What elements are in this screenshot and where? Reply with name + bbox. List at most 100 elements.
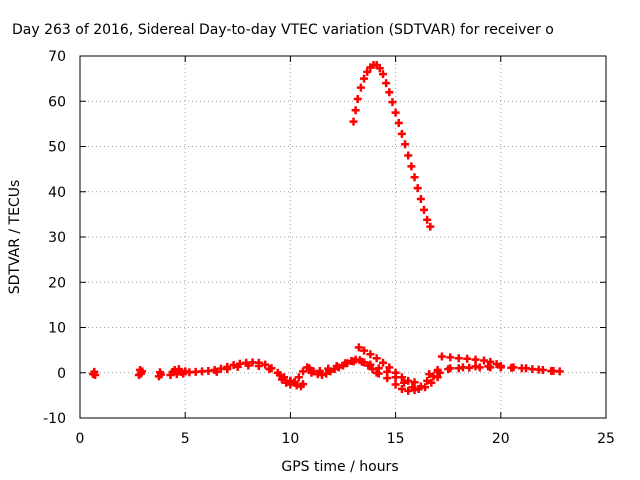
x-axis-label: GPS time / hours <box>281 459 398 475</box>
y-tick-label: 10 <box>48 321 66 337</box>
data-point <box>458 363 467 372</box>
data-point <box>463 354 472 363</box>
data-points <box>89 61 564 395</box>
data-point <box>290 378 299 387</box>
data-point <box>407 162 416 171</box>
x-tick-label: 20 <box>492 431 510 447</box>
y-tick-label: 0 <box>57 366 66 382</box>
data-point <box>349 117 358 126</box>
data-point <box>349 357 358 366</box>
plot-frame <box>79 55 607 419</box>
data-point <box>509 363 518 372</box>
data-point <box>547 366 556 375</box>
data-point <box>471 355 480 364</box>
data-point <box>410 378 419 387</box>
data-point <box>353 94 362 103</box>
data-point <box>522 364 531 373</box>
data-point <box>484 362 493 371</box>
data-point <box>391 108 400 117</box>
data-point <box>244 361 253 370</box>
data-point <box>360 346 369 355</box>
data-point <box>427 378 436 387</box>
data-point <box>420 205 429 214</box>
data-point <box>446 353 455 362</box>
data-point <box>341 359 350 368</box>
data-point <box>397 373 406 382</box>
data-point <box>265 365 274 374</box>
data-point <box>446 364 455 373</box>
y-tick-label: 40 <box>48 185 66 201</box>
data-point <box>372 354 381 363</box>
data-point <box>305 364 314 373</box>
data-point <box>375 64 384 73</box>
data-point <box>404 151 413 160</box>
data-point <box>351 106 360 115</box>
data-point <box>360 74 369 83</box>
data-point <box>317 371 326 380</box>
data-point <box>233 362 242 371</box>
data-point <box>496 361 505 370</box>
data-point <box>322 369 331 378</box>
data-point <box>366 360 375 369</box>
data-point <box>315 366 324 375</box>
data-point <box>433 366 442 375</box>
data-point <box>423 376 432 385</box>
x-tick-label: 0 <box>76 431 85 447</box>
data-point <box>492 360 501 369</box>
data-point <box>471 362 480 371</box>
data-point <box>363 67 372 76</box>
data-point <box>332 361 341 370</box>
data-point <box>394 118 403 127</box>
data-point <box>404 376 413 385</box>
data-point <box>229 361 238 370</box>
data-point <box>416 382 425 391</box>
y-axis-label: SDTVAR / TECUs <box>7 180 23 295</box>
data-point <box>454 354 463 363</box>
data-point <box>282 378 291 387</box>
data-point <box>416 194 425 203</box>
data-point <box>423 215 432 224</box>
data-point <box>275 371 284 380</box>
data-point <box>401 140 410 149</box>
data-point <box>366 350 375 359</box>
data-point <box>261 360 270 369</box>
data-point <box>374 369 383 378</box>
x-tick-label: 25 <box>597 431 615 447</box>
data-point <box>426 222 435 231</box>
data-point <box>324 364 333 373</box>
y-tick-label: -10 <box>43 411 66 427</box>
data-point <box>383 374 392 383</box>
data-point <box>91 371 100 380</box>
y-tick-label: 60 <box>48 94 66 110</box>
data-point <box>391 380 400 389</box>
data-point <box>382 79 391 88</box>
data-point <box>534 365 543 374</box>
data-point <box>299 380 308 389</box>
data-point <box>357 357 366 366</box>
data-point <box>413 184 422 193</box>
data-point <box>486 357 495 366</box>
data-point <box>425 370 434 379</box>
data-point <box>138 367 147 376</box>
data-point <box>212 367 221 376</box>
data-point <box>388 98 397 107</box>
x-tick-label: 15 <box>387 431 405 447</box>
data-point <box>429 372 438 381</box>
x-tick-label: 10 <box>281 431 299 447</box>
data-point <box>437 352 446 361</box>
y-tick-labels: -10 0 10 20 30 40 50 60 70 <box>43 49 66 427</box>
data-point <box>479 356 488 365</box>
data-point <box>378 358 387 367</box>
data-point <box>223 365 232 374</box>
data-point <box>555 367 564 376</box>
data-point <box>286 380 295 389</box>
data-point <box>354 343 363 352</box>
x-tick-label: 5 <box>181 431 190 447</box>
y-tick-label: 30 <box>48 230 66 246</box>
y-tick-label: 20 <box>48 275 66 291</box>
data-point <box>277 375 286 384</box>
data-point <box>385 88 394 97</box>
data-point <box>397 129 406 138</box>
x-tick-labels: 0 5 10 15 20 25 <box>76 431 615 447</box>
